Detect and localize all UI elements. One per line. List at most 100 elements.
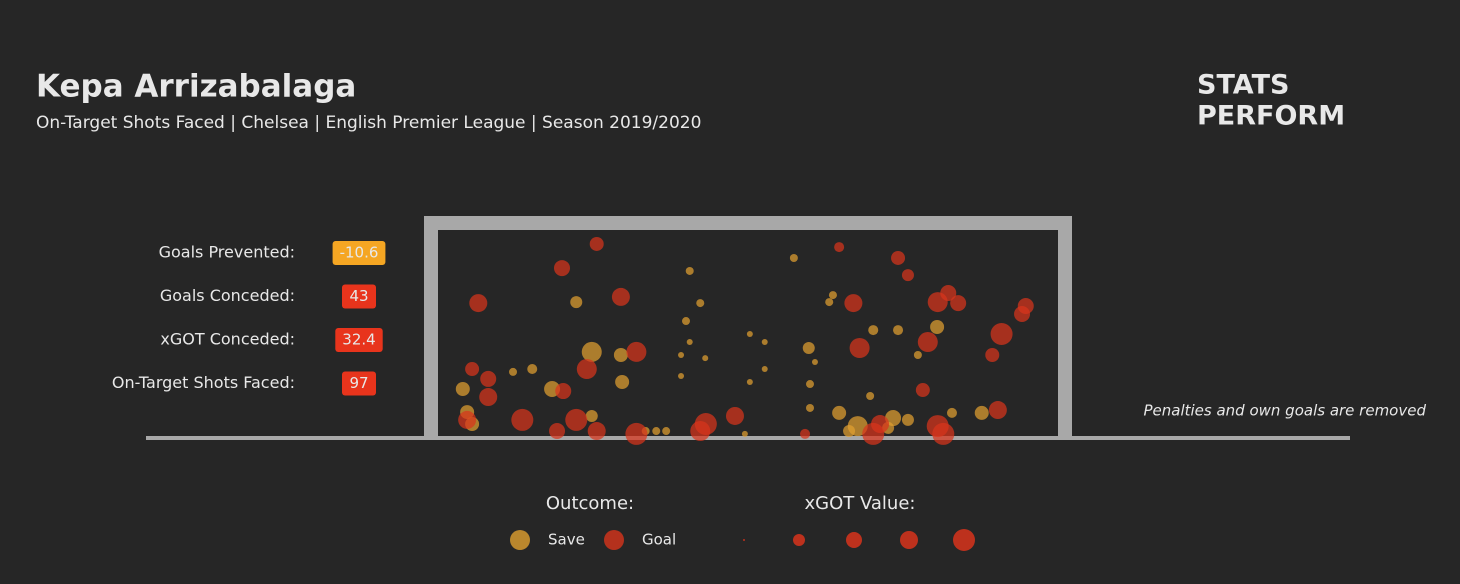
stat-value: 97 — [349, 374, 368, 392]
shot — [1014, 306, 1031, 323]
shot — [570, 296, 583, 309]
shot — [465, 362, 480, 377]
shot — [615, 374, 630, 389]
shot — [946, 407, 957, 418]
shot — [828, 291, 837, 300]
shot — [652, 427, 661, 436]
shot — [682, 317, 690, 326]
shot — [613, 348, 628, 363]
shot — [990, 323, 1013, 345]
stat-value: -10.6 — [340, 244, 379, 262]
legend-label: Goal — [642, 531, 676, 549]
shot — [690, 421, 711, 442]
logo-line-2: PERFORM — [1197, 101, 1345, 132]
shot — [834, 242, 845, 253]
shot — [915, 383, 930, 398]
chart-subtitle: On-Target Shots Faced | Chelsea | Englis… — [36, 113, 701, 133]
shot — [985, 348, 1000, 363]
shot — [802, 342, 815, 355]
shot — [844, 294, 863, 313]
shot — [940, 285, 957, 302]
legend-title: Outcome: — [546, 493, 634, 514]
shot — [988, 401, 1007, 420]
shot — [950, 295, 967, 312]
shot — [761, 339, 768, 346]
shot — [626, 341, 647, 362]
shot — [746, 331, 753, 337]
size-legend-dot — [953, 529, 975, 551]
shot — [555, 383, 572, 400]
shot — [891, 250, 906, 265]
stat-value: 32.4 — [342, 331, 375, 349]
size-legend-dot — [900, 531, 918, 549]
shot — [458, 410, 477, 429]
shot — [455, 382, 470, 397]
shot — [901, 269, 914, 282]
shot — [806, 380, 814, 389]
shot — [806, 403, 814, 412]
shot — [581, 341, 602, 362]
shot — [576, 359, 597, 380]
shot — [696, 299, 705, 308]
shot — [843, 425, 856, 438]
size-legend-title: xGOT Value: — [805, 493, 916, 514]
goal-frame — [424, 216, 1072, 438]
stat-label: Goals Conceded: — [160, 286, 295, 305]
shot — [678, 373, 685, 380]
legend-swatch — [604, 530, 624, 550]
shot — [479, 388, 498, 407]
size-legend-dot — [846, 532, 862, 548]
shot — [932, 422, 955, 445]
shot — [917, 332, 938, 353]
shot — [511, 408, 534, 431]
stat-value: 43 — [349, 287, 368, 305]
shot — [913, 351, 922, 360]
stat-badge — [332, 241, 386, 265]
shot — [554, 260, 570, 277]
shot — [868, 325, 879, 336]
shot — [761, 366, 768, 373]
shot — [589, 236, 604, 251]
shot — [678, 352, 685, 359]
stat-badge — [335, 328, 383, 352]
shot — [871, 415, 890, 434]
shot — [849, 338, 870, 359]
stat-label: On-Target Shots Faced: — [112, 373, 295, 392]
shot — [585, 409, 598, 422]
legend-label: Save — [548, 531, 585, 549]
shot — [741, 430, 748, 437]
shot — [685, 266, 694, 275]
shot — [527, 364, 538, 375]
shot — [832, 405, 847, 420]
shot — [746, 378, 753, 385]
shot — [901, 413, 914, 426]
stat-badge — [342, 371, 376, 396]
stat-badge — [342, 284, 376, 309]
shot — [789, 253, 798, 262]
size-legend-dot — [743, 539, 745, 541]
size-legend-dot — [793, 534, 805, 546]
note: Penalties and own goals are removed — [1143, 402, 1426, 420]
legend-swatch — [510, 530, 530, 550]
shot — [930, 319, 945, 334]
chart-title: Kepa Arrizabalaga — [36, 69, 356, 105]
logo-line-1: STATS — [1197, 70, 1289, 101]
shot — [625, 422, 648, 445]
shot — [611, 287, 630, 306]
shot — [587, 422, 606, 441]
shot — [469, 294, 488, 313]
stat-label: Goals Prevented: — [159, 243, 295, 262]
shot — [565, 408, 588, 431]
shot — [893, 325, 904, 336]
shots — [455, 236, 1034, 445]
shot — [662, 427, 671, 436]
shot — [549, 423, 566, 440]
shot — [811, 359, 818, 366]
shot — [702, 355, 709, 362]
shot — [800, 428, 811, 439]
shot — [866, 392, 875, 401]
shot — [825, 298, 834, 307]
